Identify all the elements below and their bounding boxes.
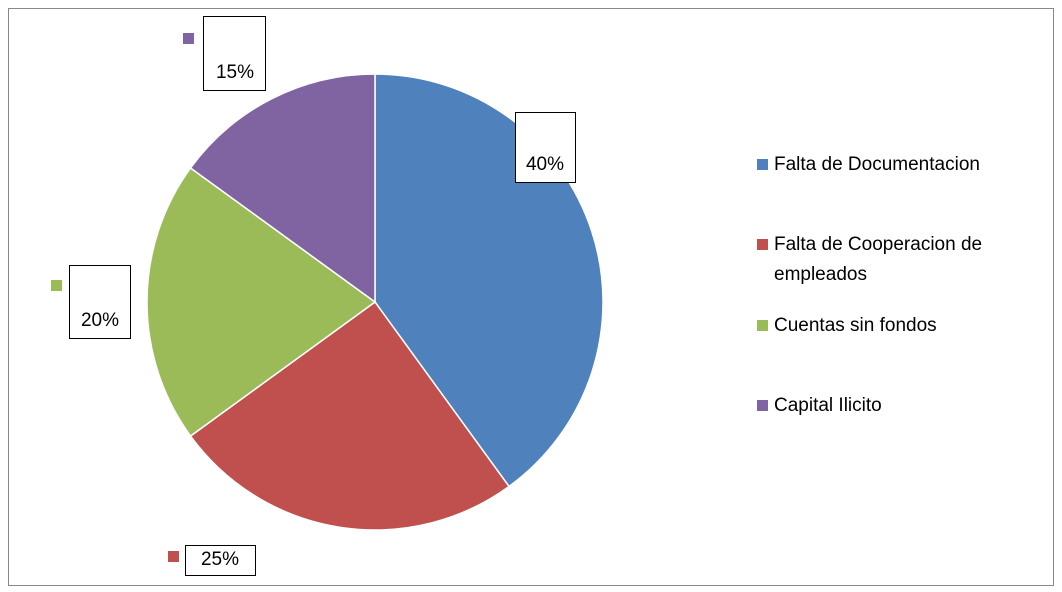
legend-label: Cuentas sin fondos	[774, 315, 937, 336]
legend-label: Capital Ilicito	[774, 395, 882, 416]
data-label-key	[51, 280, 62, 291]
legend-swatch	[757, 159, 768, 170]
data-label: 40%	[526, 154, 564, 175]
pie-slice	[146, 166, 377, 438]
legend-item: Falta de Cooperacion de empleados	[757, 230, 1054, 290]
data-label-box	[515, 112, 576, 183]
legend-label: Falta de Documentacion	[774, 154, 980, 175]
legend-swatch	[757, 320, 768, 331]
data-label: 25%	[201, 549, 239, 570]
legend-item: Falta de Documentacion	[757, 150, 1054, 180]
legend-swatch	[757, 400, 768, 411]
data-label-box	[185, 545, 256, 576]
data-label-box	[69, 265, 131, 339]
data-label-key	[183, 33, 194, 44]
data-label: 15%	[216, 62, 254, 83]
pie-slice	[189, 73, 376, 304]
pie-slice	[189, 300, 511, 531]
legend-label: Falta de Cooperacion de empleados	[774, 234, 983, 285]
legend-item: Capital Ilicito	[757, 391, 1054, 421]
data-label-key	[168, 551, 179, 562]
data-label: 20%	[81, 310, 119, 331]
legend-swatch	[757, 239, 768, 250]
data-label-box	[203, 16, 266, 91]
legend-item: Cuentas sin fondos	[757, 311, 1054, 341]
